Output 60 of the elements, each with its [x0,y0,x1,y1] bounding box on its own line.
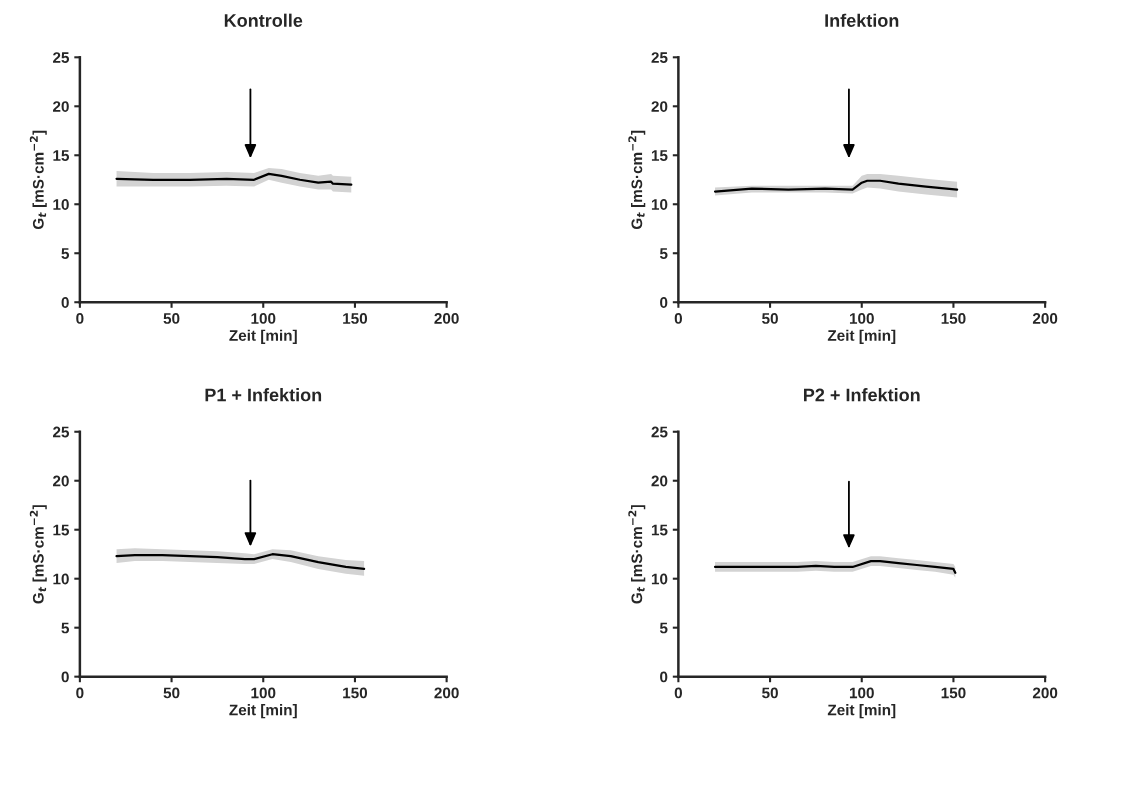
x-axis-title: Zeit [min] [827,329,896,344]
y-tick-label: 15 [651,524,668,536]
y-tick-label: 15 [53,524,70,536]
y-tick-label: 25 [651,426,668,438]
x-tick-label: 50 [762,687,778,699]
x-tick-label: 0 [76,313,84,324]
y-tick-label: 5 [659,622,668,634]
x-tick-label: 200 [434,313,459,324]
x-tick-label: 150 [941,687,966,699]
y-tick-label: 5 [61,622,70,634]
chart-title: Kontrolle [224,13,303,27]
x-tick-label: 150 [343,687,368,699]
chart-title: Infektion [825,13,899,27]
y-axis-title: G$_{t}$ [mS·cm$^{−2}$] [29,130,47,230]
y-tick-label: 5 [659,248,668,259]
y-tick-label: 15 [53,150,70,161]
line-series [713,179,959,193]
y-axis-title: G$_{t}$ [mS·cm$^{−2}$] [29,505,47,604]
x-tick-label: 200 [1032,687,1058,699]
y-tick-label: 20 [651,475,668,487]
y-tick-label: 5 [61,248,70,259]
y-tick-label: 15 [651,150,668,161]
y-tick-label: 0 [660,297,668,308]
y-tick-label: 20 [53,475,69,487]
x-tick-label: 0 [76,687,84,699]
x-tick-label: 200 [1032,313,1058,324]
x-tick-label: 0 [674,313,682,324]
y-tick-label: 25 [651,52,668,63]
x-tick-label: 50 [163,687,180,699]
x-axis-title: Zeit [min] [229,704,297,719]
line-series [115,172,353,186]
x-tick-label: 150 [941,313,966,324]
x-axis-title: Zeit [min] [229,329,297,344]
y-tick-label: 20 [651,101,668,112]
y-axis-title: G$_{t}$ [mS·cm$^{−2}$] [628,130,646,230]
y-tick-label: 10 [53,199,69,210]
y-tick-label: 0 [61,297,69,308]
y-axis-title: G$_{t}$ [mS·cm$^{−2}$] [628,505,646,604]
x-tick-label: 50 [762,313,778,324]
y-tick-label: 20 [53,101,69,112]
chart-title: P2 + Infektion [804,388,920,402]
x-axis-title: Zeit [min] [827,704,896,719]
y-tick-label: 0 [61,671,69,683]
x-tick-label: 100 [251,687,276,699]
y-tick-label: 10 [53,573,69,585]
y-tick-label: 10 [651,573,668,585]
y-tick-label: 0 [660,671,668,683]
x-tick-label: 100 [849,313,874,324]
x-tick-label: 0 [674,687,682,699]
line-series [115,553,366,571]
y-tick-label: 10 [651,199,668,210]
chart-title: P1 + Infektion [205,388,322,402]
x-tick-label: 100 [251,313,276,324]
x-tick-label: 200 [434,687,459,699]
y-tick-label: 25 [53,426,70,438]
line-series [713,559,957,574]
y-tick-label: 25 [53,52,70,63]
x-tick-label: 150 [343,313,368,324]
x-tick-label: 50 [163,313,180,324]
x-tick-label: 100 [849,687,874,699]
